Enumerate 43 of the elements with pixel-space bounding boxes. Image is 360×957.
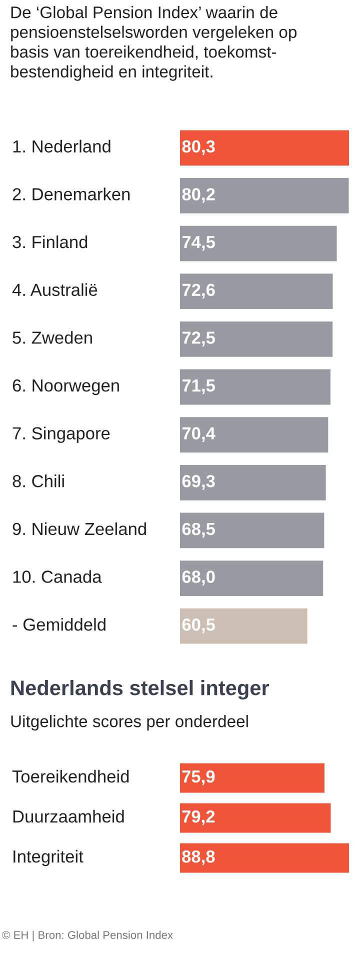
y-tick-label: 4. Australië <box>12 283 98 296</box>
bar <box>180 178 349 214</box>
data-label: 68,5 <box>182 522 215 538</box>
bar <box>180 512 324 548</box>
data-label: 74,5 <box>182 236 215 251</box>
data-label: 80,2 <box>182 188 215 203</box>
data-label: 70,4 <box>182 427 216 442</box>
chart-title: De ‘Global Pension Index’ waarin de pensioenstelselsworden vergeleken op basis van toereikendheid, toekomst- bestendigheid en integriteit. <box>11 6 297 81</box>
y-tick-label: 10. Canada <box>13 570 102 583</box>
data-label: 71,5 <box>182 380 215 394</box>
data-label: 80,3 <box>182 140 215 156</box>
data-label: 72,6 <box>182 284 215 299</box>
y-tick-label: Duurzaamheid <box>13 810 124 823</box>
bar <box>180 608 308 644</box>
y-tick-label: Integriteit <box>14 850 84 866</box>
data-label: 88,8 <box>182 850 215 866</box>
bar <box>180 560 324 596</box>
bar <box>180 130 349 166</box>
y-tick-label: 2. Denemarken <box>12 188 130 200</box>
bar <box>180 226 337 262</box>
text: © EH | Bron: Global Pension Index <box>2 930 173 942</box>
bar <box>180 321 333 357</box>
y-tick-label: 5. Zweden <box>12 331 92 344</box>
data-label: 69,3 <box>182 475 215 490</box>
data-label: 79,2 <box>182 810 215 826</box>
chart-subtitle: Uitgelichte scores per onderdeel <box>11 715 248 731</box>
y-tick-label: 8. Chili <box>12 474 64 488</box>
data-label: 72,5 <box>182 332 215 346</box>
y-tick-label: 9. Nieuw Zeeland <box>12 522 146 536</box>
bar <box>180 369 330 405</box>
data-label: 75,9 <box>182 770 215 786</box>
y-tick-label: 3. Finland <box>12 235 88 248</box>
y-tick-label: 6. Noorwegen <box>12 379 119 396</box>
y-tick-label: - Gemiddeld <box>12 618 106 631</box>
y-tick-label: 7. Singapore <box>12 426 110 443</box>
chart-title: Nederlands stelsel integer <box>11 680 270 700</box>
y-tick-label: Toereikendheid <box>12 770 129 783</box>
bar <box>180 417 328 453</box>
y-tick-label: 1. Nederland <box>13 140 110 153</box>
bar <box>180 464 326 500</box>
bar <box>180 274 333 310</box>
data-label: 68,0 <box>182 570 215 586</box>
data-label: 60,5 <box>182 618 215 634</box>
